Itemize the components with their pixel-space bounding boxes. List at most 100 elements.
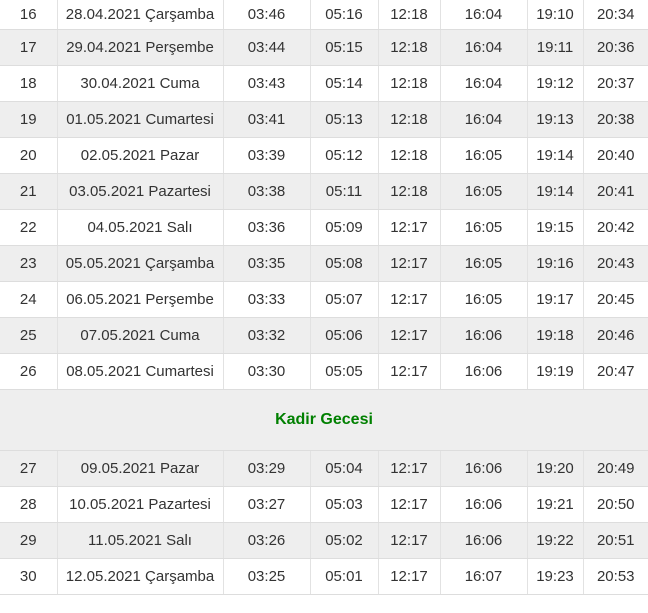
- time-cell: 19:10: [527, 0, 584, 30]
- time-cell: 03:25: [223, 558, 311, 595]
- date-cell: 12.05.2021 Çarşamba: [57, 558, 224, 595]
- date-cell: 10.05.2021 Pazartesi: [57, 486, 224, 523]
- time-cell: 20:34: [583, 0, 648, 30]
- date-cell: 07.05.2021 Cuma: [57, 317, 224, 354]
- time-cell: 19:19: [527, 353, 584, 390]
- time-cell: 12:18: [378, 29, 441, 66]
- time-cell: 20:45: [583, 281, 648, 318]
- time-cell: 19:15: [527, 209, 584, 246]
- time-cell: 20:49: [583, 450, 648, 487]
- time-cell: 20:38: [583, 101, 648, 138]
- date-cell: 05.05.2021 Çarşamba: [57, 245, 224, 282]
- date-cell: 08.05.2021 Cumartesi: [57, 353, 224, 390]
- time-cell: 19:16: [527, 245, 584, 282]
- time-cell: 12:17: [378, 245, 441, 282]
- kadir-gecesi-separator: Kadir Gecesi: [0, 389, 648, 451]
- time-cell: 12:17: [378, 558, 441, 595]
- time-cell: 03:43: [223, 65, 311, 102]
- time-cell: 16:04: [440, 101, 528, 138]
- time-cell: 12:17: [378, 209, 441, 246]
- time-cell: 16:05: [440, 281, 528, 318]
- time-cell: 12:17: [378, 317, 441, 354]
- time-cell: 16:04: [440, 65, 528, 102]
- time-cell: 16:04: [440, 0, 528, 30]
- table-row: 28 10.05.2021 Pazartesi 03:27 05:03 12:17 16:…: [0, 486, 648, 523]
- time-cell: 03:46: [223, 0, 311, 30]
- table-row: 29 11.05.2021 Salı 03:26 05:02 12:17 16:06 19:…: [0, 522, 648, 559]
- time-cell: 05:11: [310, 173, 379, 210]
- time-cell: 12:18: [378, 101, 441, 138]
- date-cell: 11.05.2021 Salı: [57, 522, 224, 559]
- table-row: 30 12.05.2021 Çarşamba 03:25 05:01 12:17 16:0…: [0, 558, 648, 595]
- table-row: 18 30.04.2021 Cuma 03:43 05:14 12:18 16:04 19:…: [0, 65, 648, 102]
- time-cell: 20:41: [583, 173, 648, 210]
- time-cell: 19:14: [527, 173, 584, 210]
- table-row: 17 29.04.2021 Perşembe 03:44 05:15 12:18 16:0…: [0, 29, 648, 66]
- time-cell: 20:50: [583, 486, 648, 523]
- time-cell: 16:06: [440, 353, 528, 390]
- date-cell: 01.05.2021 Cumartesi: [57, 101, 224, 138]
- time-cell: 05:06: [310, 317, 379, 354]
- row-number-cell: 28: [0, 486, 58, 523]
- time-cell: 05:08: [310, 245, 379, 282]
- time-cell: 03:41: [223, 101, 311, 138]
- time-cell: 12:17: [378, 281, 441, 318]
- time-cell: 05:16: [310, 0, 379, 30]
- time-cell: 20:47: [583, 353, 648, 390]
- row-number-cell: 26: [0, 353, 58, 390]
- time-cell: 16:06: [440, 522, 528, 559]
- date-cell: 02.05.2021 Pazar: [57, 137, 224, 174]
- time-cell: 12:18: [378, 0, 441, 30]
- date-cell: 09.05.2021 Pazar: [57, 450, 224, 487]
- row-number-cell: 16: [0, 0, 58, 30]
- time-cell: 19:20: [527, 450, 584, 487]
- time-cell: 19:12: [527, 65, 584, 102]
- row-number-cell: 30: [0, 558, 58, 595]
- time-cell: 05:12: [310, 137, 379, 174]
- date-cell: 06.05.2021 Perşembe: [57, 281, 224, 318]
- time-cell: 20:46: [583, 317, 648, 354]
- time-cell: 12:18: [378, 173, 441, 210]
- table-body: 16 28.04.2021 Çarşamba 03:46 05:16 12:18 16:0…: [0, 0, 648, 595]
- time-cell: 03:44: [223, 29, 311, 66]
- time-cell: 16:05: [440, 173, 528, 210]
- table-row: 27 09.05.2021 Pazar 03:29 05:04 12:17 16:06 19…: [0, 450, 648, 487]
- time-cell: 03:39: [223, 137, 311, 174]
- time-cell: 03:33: [223, 281, 311, 318]
- time-cell: 16:06: [440, 450, 528, 487]
- row-number-cell: 27: [0, 450, 58, 487]
- time-cell: 05:04: [310, 450, 379, 487]
- row-number-cell: 17: [0, 29, 58, 66]
- time-cell: 05:09: [310, 209, 379, 246]
- table-row: 20 02.05.2021 Pazar 03:39 05:12 12:18 16:05 19…: [0, 137, 648, 174]
- time-cell: 19:13: [527, 101, 584, 138]
- time-cell: 16:06: [440, 486, 528, 523]
- row-number-cell: 19: [0, 101, 58, 138]
- row-number-cell: 29: [0, 522, 58, 559]
- table-row: 24 06.05.2021 Perşembe 03:33 05:07 12:17 16:0…: [0, 281, 648, 318]
- time-cell: 12:17: [378, 353, 441, 390]
- time-cell: 05:13: [310, 101, 379, 138]
- time-cell: 12:17: [378, 450, 441, 487]
- time-cell: 03:30: [223, 353, 311, 390]
- date-cell: 04.05.2021 Salı: [57, 209, 224, 246]
- table-row: 22 04.05.2021 Salı 03:36 05:09 12:17 16:05 19:…: [0, 209, 648, 246]
- table-row: 26 08.05.2021 Cumartesi 03:30 05:05 12:17 16:…: [0, 353, 648, 390]
- date-cell: 29.04.2021 Perşembe: [57, 29, 224, 66]
- time-cell: 05:15: [310, 29, 379, 66]
- table-row: 19 01.05.2021 Cumartesi 03:41 05:13 12:18 16:…: [0, 101, 648, 138]
- row-number-cell: 25: [0, 317, 58, 354]
- time-cell: 03:35: [223, 245, 311, 282]
- time-cell: 16:04: [440, 29, 528, 66]
- time-cell: 03:36: [223, 209, 311, 246]
- time-cell: 19:14: [527, 137, 584, 174]
- time-cell: 19:18: [527, 317, 584, 354]
- time-cell: 19:21: [527, 486, 584, 523]
- time-cell: 05:07: [310, 281, 379, 318]
- table-row: 21 03.05.2021 Pazartesi 03:38 05:11 12:18 16:…: [0, 173, 648, 210]
- time-cell: 03:38: [223, 173, 311, 210]
- time-cell: 12:18: [378, 65, 441, 102]
- row-number-cell: 21: [0, 173, 58, 210]
- time-cell: 20:42: [583, 209, 648, 246]
- table-row: 16 28.04.2021 Çarşamba 03:46 05:16 12:18 16:0…: [0, 0, 648, 30]
